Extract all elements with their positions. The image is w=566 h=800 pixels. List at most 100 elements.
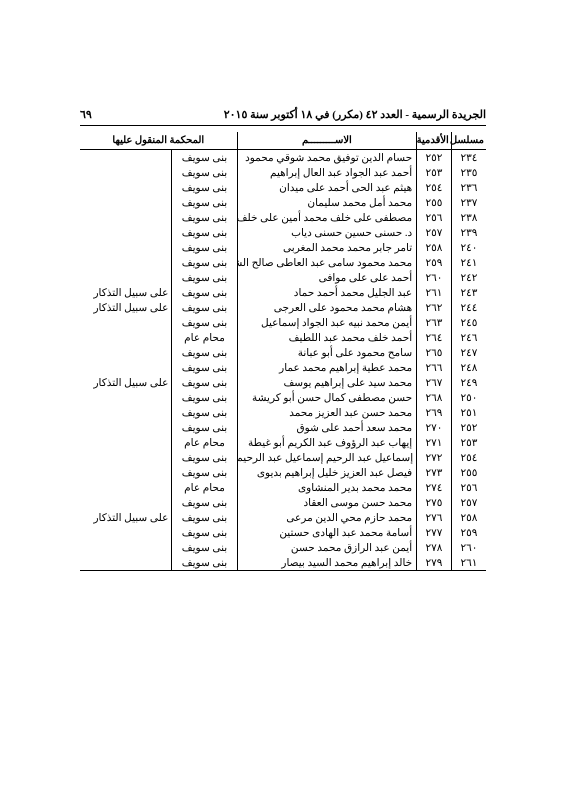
- table-row: ٢٥٤٢٧٢إسماعيل عبد الرحيم إسماعيل عبد الر…: [80, 450, 486, 465]
- cell-court: بنى سويف: [172, 390, 237, 405]
- cell-court: بنى سويف: [172, 210, 237, 225]
- cell-notes: على سبيل التذكار: [80, 300, 172, 315]
- cell-serial: ٢٦٠: [451, 540, 486, 555]
- table-row: ٢٤٦٢٦٤أحمد خلف محمد عبد اللطيفمحام عام: [80, 330, 486, 345]
- cell-court: بنى سويف: [172, 315, 237, 330]
- cell-name: د. حسنى حسين حسنى دياب: [237, 225, 417, 240]
- cell-court: بنى سويف: [172, 195, 237, 210]
- cell-seniority: ٢٥٦: [417, 210, 452, 225]
- cell-notes: [80, 195, 172, 210]
- cell-court: بنى سويف: [172, 240, 237, 255]
- cell-name: محمد عطية إبراهيم محمد عمار: [237, 360, 417, 375]
- cell-notes: [80, 150, 172, 166]
- cell-seniority: ٢٥٤: [417, 180, 452, 195]
- cell-serial: ٢٥٤: [451, 450, 486, 465]
- cell-court: بنى سويف: [172, 255, 237, 270]
- cell-name: إيهاب عبد الرؤوف عبد الكريم أبو غيطة: [237, 435, 417, 450]
- cell-notes: على سبيل التذكار: [80, 285, 172, 300]
- cell-name: تامر جابر محمد محمد المغربى: [237, 240, 417, 255]
- cell-serial: ٢٥٩: [451, 525, 486, 540]
- cell-notes: [80, 180, 172, 195]
- table-row: ٢٣٧٢٥٥محمد أمل محمد سليمانبنى سويف: [80, 195, 486, 210]
- cell-notes: [80, 165, 172, 180]
- col-header-court: المحكمة المنقول عليها: [80, 132, 237, 150]
- cell-serial: ٢٥٥: [451, 465, 486, 480]
- cell-court: بنى سويف: [172, 360, 237, 375]
- cell-court: بنى سويف: [172, 270, 237, 285]
- table-header-row: مسلسل الأقدمية الاســـــــــم المحكمة ال…: [80, 132, 486, 150]
- cell-name: محمد حازم محي الدين مرعى: [237, 510, 417, 525]
- cell-seniority: ٢٧٦: [417, 510, 452, 525]
- cell-notes: [80, 465, 172, 480]
- header-title: الجريدة الرسمية - العدد ٤٢ (مكرر) في ١٨ …: [224, 108, 486, 121]
- cell-name: محمد محمود سامى عبد العاطى صالح الشرقاوى: [237, 255, 417, 270]
- cell-seniority: ٢٥٥: [417, 195, 452, 210]
- cell-court: بنى سويف: [172, 495, 237, 510]
- cell-court: بنى سويف: [172, 150, 237, 166]
- cell-court: بنى سويف: [172, 510, 237, 525]
- cell-seniority: ٢٦٩: [417, 405, 452, 420]
- cell-name: محمد سعد أحمد على شوق: [237, 420, 417, 435]
- cell-notes: [80, 390, 172, 405]
- cell-court: بنى سويف: [172, 405, 237, 420]
- cell-name: خالد إبراهيم محمد السيد بيصار: [237, 555, 417, 571]
- cell-seniority: ٢٧٤: [417, 480, 452, 495]
- cell-name: أيمن محمد نبيه عبد الجواد إسماعيل: [237, 315, 417, 330]
- cell-notes: [80, 240, 172, 255]
- cell-name: محمد سيد على إبراهيم يوسف: [237, 375, 417, 390]
- cell-seniority: ٢٦٥: [417, 345, 452, 360]
- table-row: ٢٥٧٢٧٥محمد حسن موسى العقادبنى سويف: [80, 495, 486, 510]
- cell-serial: ٢٣٦: [451, 180, 486, 195]
- cell-name: حسن مصطفى كمال حسن أبو كريشة: [237, 390, 417, 405]
- cell-serial: ٢٤٩: [451, 375, 486, 390]
- table-row: ٢٥٢٢٧٠محمد سعد أحمد على شوقبنى سويف: [80, 420, 486, 435]
- cell-serial: ٢٣٤: [451, 150, 486, 166]
- table-row: ٢٤٢٢٦٠أحمد على على موافىبنى سويف: [80, 270, 486, 285]
- cell-name: مصطفى على خلف محمد أمين على خلف: [237, 210, 417, 225]
- table-row: ٢٥٦٢٧٤محمد محمد بدير المنشاوىمحام عام: [80, 480, 486, 495]
- table-row: ٢٤٣٢٦١عبد الجليل محمد أحمد حمادبنى سويفع…: [80, 285, 486, 300]
- cell-name: أيمن عبد الرازق محمد حسن: [237, 540, 417, 555]
- table-body: ٢٣٤٢٥٢حسام الدين توفيق محمد شوقي محمودبن…: [80, 150, 486, 571]
- page-container: الجريدة الرسمية - العدد ٤٢ (مكرر) في ١٨ …: [0, 0, 566, 601]
- cell-court: بنى سويف: [172, 465, 237, 480]
- cell-serial: ٢٥٣: [451, 435, 486, 450]
- cell-seniority: ٢٧٨: [417, 540, 452, 555]
- table-row: ٢٥٠٢٦٨حسن مصطفى كمال حسن أبو كريشةبنى سو…: [80, 390, 486, 405]
- cell-seniority: ٢٧٥: [417, 495, 452, 510]
- cell-notes: [80, 405, 172, 420]
- cell-seniority: ٢٥٧: [417, 225, 452, 240]
- cell-serial: ٢٤٤: [451, 300, 486, 315]
- table-row: ٢٥١٢٦٩محمد حسن عبد العزيز محمدبنى سويف: [80, 405, 486, 420]
- cell-serial: ٢٤٥: [451, 315, 486, 330]
- cell-notes: [80, 210, 172, 225]
- cell-name: أحمد عبد الجواد عبد العال إبراهيم: [237, 165, 417, 180]
- table-row: ٢٥٨٢٧٦محمد حازم محي الدين مرعىبنى سويفعل…: [80, 510, 486, 525]
- cell-notes: [80, 315, 172, 330]
- cell-court: بنى سويف: [172, 345, 237, 360]
- cell-name: إسماعيل عبد الرحيم إسماعيل عبد الرحيم: [237, 450, 417, 465]
- table-row: ٢٣٦٢٥٤هيثم عبد الحى أحمد على ميدانبنى سو…: [80, 180, 486, 195]
- cell-notes: [80, 525, 172, 540]
- table-row: ٢٤٠٢٥٨تامر جابر محمد محمد المغربىبنى سوي…: [80, 240, 486, 255]
- cell-name: أسامة محمد عبد الهادى حستين: [237, 525, 417, 540]
- cell-notes: [80, 420, 172, 435]
- cell-notes: [80, 480, 172, 495]
- table-row: ٢٥٣٢٧١إيهاب عبد الرؤوف عبد الكريم أبو غي…: [80, 435, 486, 450]
- cell-serial: ٢٣٥: [451, 165, 486, 180]
- cell-serial: ٢٤٢: [451, 270, 486, 285]
- table-row: ٢٤٥٢٦٣أيمن محمد نبيه عبد الجواد إسماعيلب…: [80, 315, 486, 330]
- cell-name: عبد الجليل محمد أحمد حماد: [237, 285, 417, 300]
- cell-serial: ٢٥٢: [451, 420, 486, 435]
- cell-serial: ٢٣٧: [451, 195, 486, 210]
- cell-serial: ٢٥٨: [451, 510, 486, 525]
- cell-notes: [80, 345, 172, 360]
- cell-seniority: ٢٥٨: [417, 240, 452, 255]
- cell-name: هيثم عبد الحى أحمد على ميدان: [237, 180, 417, 195]
- table-row: ٢٤١٢٥٩محمد محمود سامى عبد العاطى صالح ال…: [80, 255, 486, 270]
- cell-serial: ٢٥١: [451, 405, 486, 420]
- cell-serial: ٢٥٧: [451, 495, 486, 510]
- cell-name: محمد أمل محمد سليمان: [237, 195, 417, 210]
- cell-seniority: ٢٦١: [417, 285, 452, 300]
- cell-seniority: ٢٧٧: [417, 525, 452, 540]
